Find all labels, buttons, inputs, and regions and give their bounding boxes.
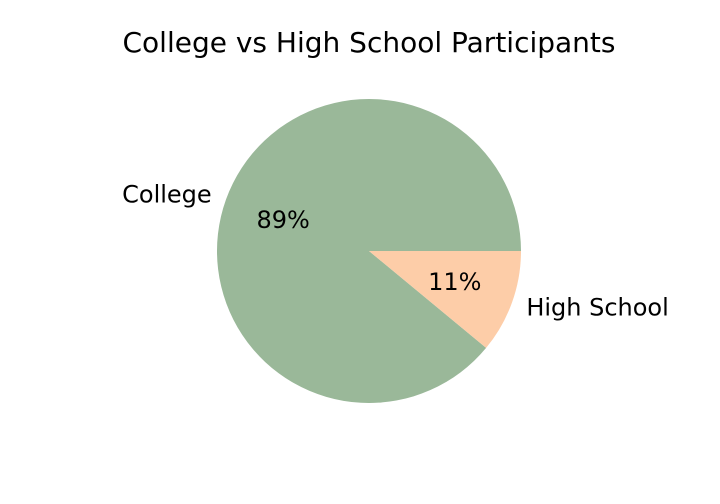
pie-pct-label-high-school: 11% xyxy=(428,268,481,296)
pie-category-label-college: College xyxy=(122,180,212,208)
pie-category-label-high-school: High School xyxy=(526,294,668,322)
pie-slice-college xyxy=(216,99,522,404)
pie-pct-label-college: 89% xyxy=(257,206,310,234)
chart-title: College vs High School Participants xyxy=(122,26,616,59)
pie-slice-high-school xyxy=(369,251,521,348)
